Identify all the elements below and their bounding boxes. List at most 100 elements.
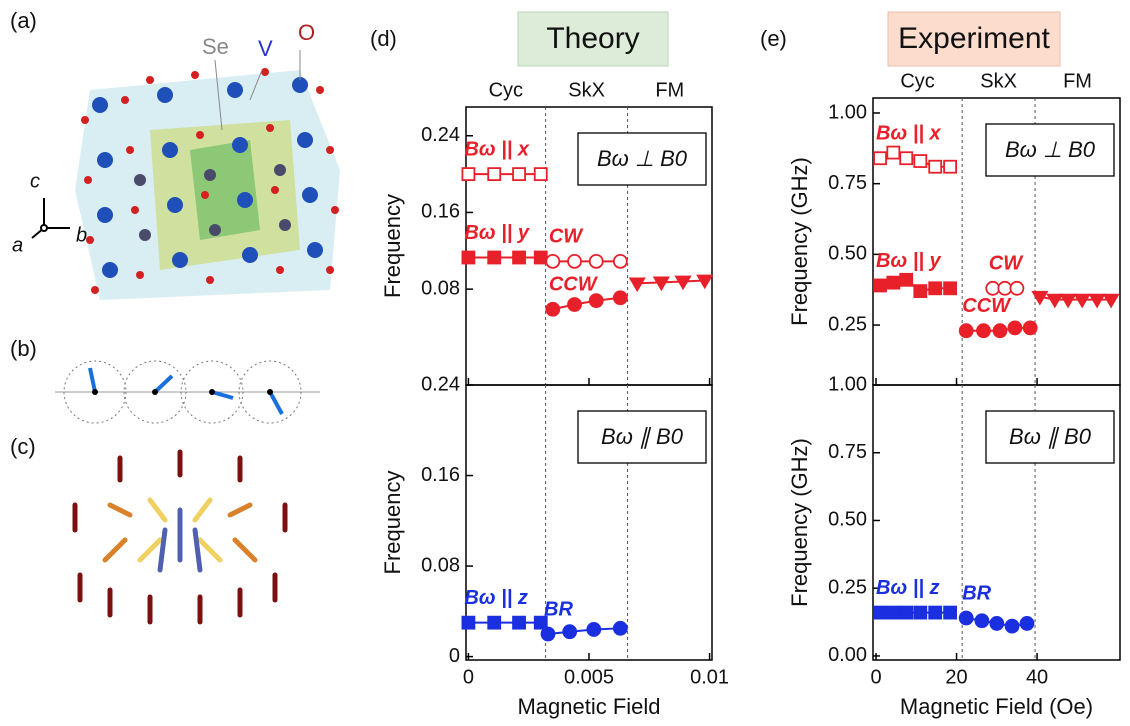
marker — [998, 282, 1011, 295]
annotation: Bω ∥ B0 — [1009, 424, 1092, 449]
figure: (a) (b) (c) (d) (e) Theory Experiment Se… — [0, 0, 1130, 726]
marker — [614, 622, 627, 635]
marker — [994, 324, 1007, 337]
crystal — [75, 50, 340, 300]
x-axis-label: Magnetic Field (Oe) — [900, 694, 1093, 719]
marker — [546, 303, 559, 316]
y-tick-label: 0.50 — [828, 243, 867, 265]
marker — [977, 324, 990, 337]
y-tick-label: 0.25 — [828, 313, 867, 335]
series-label: Bω || y — [876, 250, 941, 272]
phase-label: SkX — [568, 79, 605, 101]
y-axis-label: Frequency — [380, 194, 405, 298]
marker — [614, 291, 627, 304]
series-label: Bω || x — [876, 123, 941, 145]
x-tick-label: 0 — [463, 666, 474, 688]
marker — [914, 607, 926, 619]
y-axis-label: Frequency (GHz) — [787, 438, 812, 607]
marker — [563, 625, 576, 638]
marker — [462, 252, 474, 264]
axis-letter: c — [30, 170, 40, 192]
series-line — [548, 628, 620, 634]
atom-label: Se — [202, 34, 229, 59]
marker — [900, 152, 912, 164]
y-tick-label: 0 — [449, 645, 460, 667]
marker — [614, 255, 627, 268]
marker — [1008, 321, 1021, 334]
marker — [630, 278, 644, 290]
marker — [874, 279, 886, 291]
marker — [944, 607, 956, 619]
marker — [513, 168, 525, 180]
marker — [568, 298, 581, 311]
x-tick-label: 0.005 — [564, 666, 614, 688]
marker — [535, 168, 547, 180]
marker — [542, 627, 555, 640]
marker — [1010, 282, 1023, 295]
marker — [960, 612, 973, 625]
header: Theory — [546, 22, 639, 55]
y-tick-label: 0.75 — [828, 441, 867, 463]
panel-label: (b) — [10, 336, 37, 361]
marker — [887, 607, 899, 619]
marker — [900, 274, 912, 286]
x-axis-label: Magnetic Field — [517, 694, 660, 719]
marker — [914, 285, 926, 297]
marker — [1024, 321, 1037, 334]
series-label: CW — [549, 226, 584, 248]
annotation: Bω ⊥ B0 — [1005, 137, 1096, 162]
panel-label: (a) — [10, 8, 37, 33]
marker — [1006, 620, 1019, 633]
marker — [513, 617, 525, 629]
panel-label: (d) — [370, 26, 397, 51]
marker — [513, 252, 525, 264]
axis-letter: a — [12, 234, 23, 256]
marker — [874, 607, 886, 619]
marker — [975, 614, 988, 627]
x-tick-label: 0.01 — [690, 666, 729, 688]
y-tick-label: 0.24 — [421, 124, 460, 146]
series-line — [553, 298, 621, 310]
marker — [1020, 617, 1033, 630]
y-tick-label: 0.16 — [421, 464, 460, 486]
y-tick-label: 1.00 — [828, 373, 867, 395]
marker — [462, 168, 474, 180]
axis-letter: b — [76, 224, 87, 246]
phase-label: Cyc — [489, 79, 523, 101]
marker — [546, 255, 559, 268]
x-tick-label: 40 — [1026, 666, 1048, 688]
x-tick-label: 0 — [870, 666, 881, 688]
y-axis-label: Frequency — [380, 471, 405, 575]
marker — [929, 282, 941, 294]
marker — [986, 282, 999, 295]
y-axis-label: Frequency (GHz) — [787, 157, 812, 326]
y-tick-label: 0.25 — [828, 576, 867, 598]
y-tick-label: 1.00 — [828, 101, 867, 123]
marker — [887, 277, 899, 289]
phase-label: Cyc — [900, 70, 934, 92]
marker — [590, 255, 603, 268]
panel-label: (c) — [10, 434, 36, 459]
series-label: Bω || z — [876, 577, 939, 599]
marker — [929, 607, 941, 619]
series-label: CW — [989, 253, 1024, 275]
y-tick-label: 0.16 — [421, 201, 460, 223]
marker — [929, 161, 941, 173]
marker — [874, 152, 886, 164]
annotation: Bω ⊥ B0 — [597, 146, 688, 171]
series-label: CCW — [549, 274, 599, 296]
marker — [568, 255, 581, 268]
spin-spiral — [55, 361, 320, 423]
y-tick-label: 0.08 — [421, 554, 460, 576]
axes-icon — [32, 198, 70, 238]
marker — [960, 324, 973, 337]
marker — [990, 617, 1003, 630]
series-label: Bω || z — [464, 587, 527, 609]
series-label: BR — [544, 598, 573, 620]
header: Experiment — [898, 22, 1050, 55]
y-tick-label: 0.24 — [421, 373, 460, 395]
phase-label: SkX — [980, 70, 1017, 92]
panel-label: (e) — [760, 26, 787, 51]
marker — [590, 294, 603, 307]
annotation: Bω ∥ B0 — [601, 424, 684, 449]
